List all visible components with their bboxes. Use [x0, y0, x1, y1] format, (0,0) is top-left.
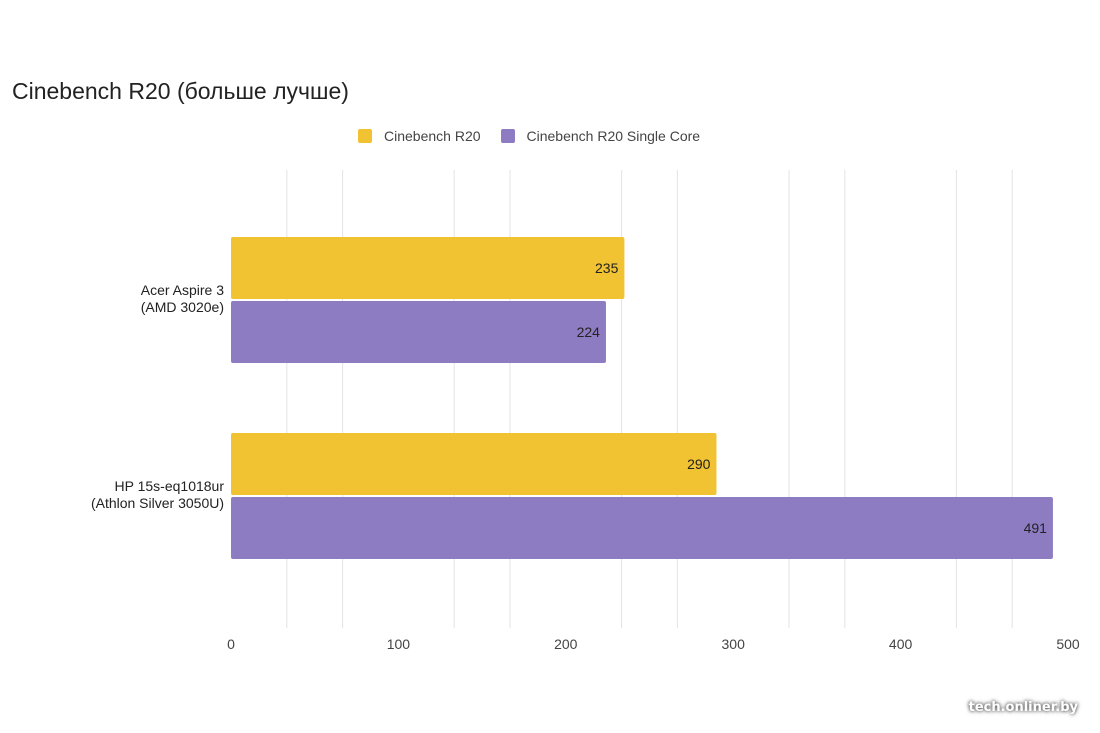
- bar-value-label: 290: [687, 456, 711, 472]
- x-tick-label: 200: [554, 636, 578, 652]
- x-tick-label: 300: [722, 636, 746, 652]
- legend: Cinebench R20 Cinebench R20 Single Core: [358, 128, 720, 144]
- bar: [231, 433, 717, 495]
- bar: [231, 497, 1053, 559]
- legend-item-cinebench-r20: Cinebench R20: [358, 128, 481, 144]
- bar: [231, 237, 625, 299]
- category-label: HP 15s-eq1018ur: [115, 478, 225, 494]
- legend-label: Cinebench R20: [384, 128, 481, 144]
- chart-title: Cinebench R20 (больше лучше): [12, 78, 349, 104]
- bar-value-label: 224: [577, 324, 601, 340]
- watermark: tech.onliner.by: [968, 700, 1078, 715]
- category-label: (Athlon Silver 3050U): [91, 495, 224, 511]
- category-label: (AMD 3020e): [141, 299, 224, 315]
- legend-swatch: [500, 129, 515, 143]
- bar-value-label: 235: [595, 260, 619, 276]
- x-tick-label: 400: [889, 636, 913, 652]
- bar: [231, 301, 606, 363]
- legend-label: Cinebench R20 Single Core: [526, 128, 701, 144]
- x-tick-label: 100: [387, 636, 411, 652]
- x-tick-label: 0: [227, 636, 235, 652]
- legend-swatch: [358, 129, 372, 143]
- bar-value-label: 491: [1024, 520, 1048, 536]
- category-label: Acer Aspire 3: [141, 282, 224, 298]
- legend-item-single-core: Cinebench R20 Single Core: [500, 128, 701, 144]
- x-tick-label: 500: [1056, 636, 1080, 652]
